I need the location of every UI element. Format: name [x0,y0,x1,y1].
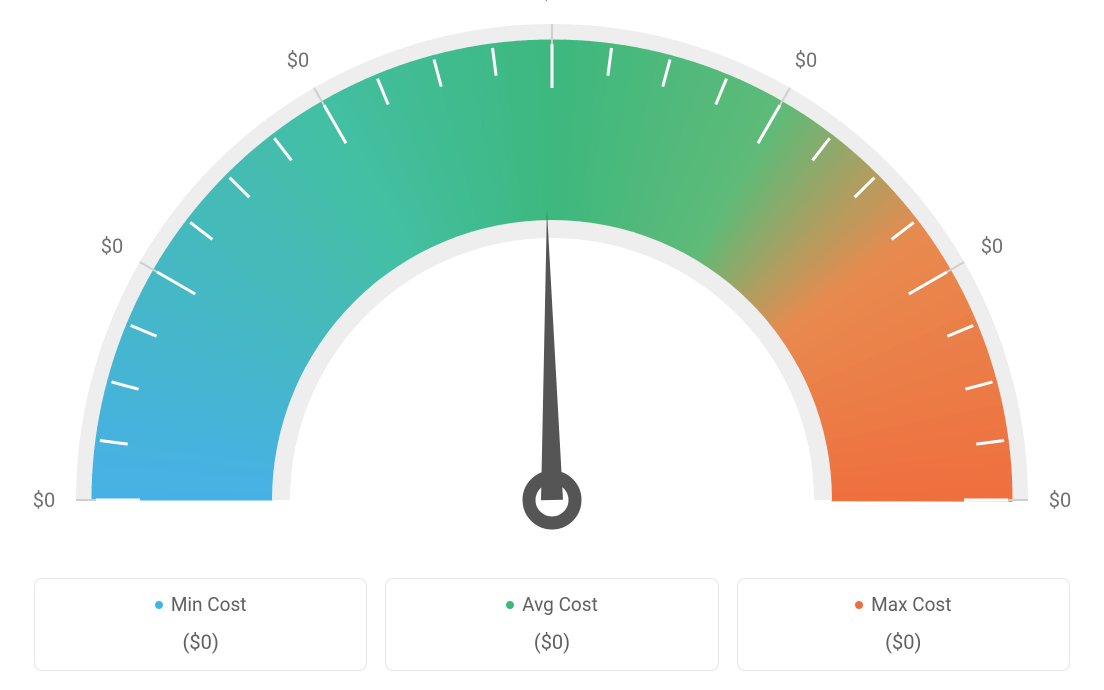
gauge-tick-label: $0 [981,234,1003,258]
gauge-tick-label: $0 [1049,488,1071,512]
legend-max-dot [855,601,863,609]
legend-max-title: Max Cost [855,593,951,616]
legend-card-max: Max Cost ($0) [737,578,1070,671]
legend-max-value: ($0) [748,630,1059,654]
legend-row: Min Cost ($0) Avg Cost ($0) Max Cost ($0… [34,578,1070,671]
legend-min-label: Min Cost [171,593,247,616]
gauge-tick-label: $0 [33,488,55,512]
gauge-tick-label: $0 [795,48,817,72]
legend-min-dot [155,601,163,609]
gauge-svg [0,0,1104,560]
legend-card-avg: Avg Cost ($0) [385,578,718,671]
legend-min-value: ($0) [45,630,356,654]
gauge-tick-label: $0 [287,48,309,72]
legend-min-title: Min Cost [155,593,247,616]
legend-avg-title: Avg Cost [506,593,598,616]
gauge-tick-label: $0 [101,234,123,258]
gauge-chart: $0 $0 $0 $0 $0 $0 $0 [0,0,1104,560]
legend-card-min: Min Cost ($0) [34,578,367,671]
legend-avg-value: ($0) [396,630,707,654]
legend-max-label: Max Cost [871,593,951,616]
legend-avg-dot [506,601,514,609]
legend-avg-label: Avg Cost [522,593,598,616]
gauge-tick-label: $0 [541,0,563,4]
cost-gauge-container: $0 $0 $0 $0 $0 $0 $0 Min Cost ($0) Avg Cost ($… [0,0,1104,690]
